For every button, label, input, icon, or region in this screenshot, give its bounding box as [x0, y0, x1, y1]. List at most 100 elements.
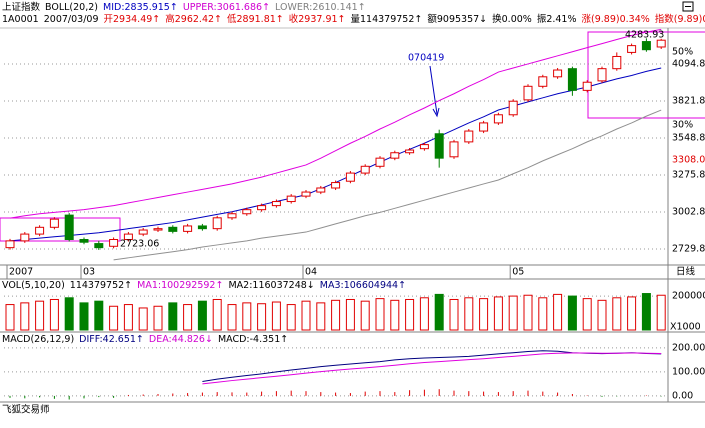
volume-bar [508, 295, 518, 331]
y-tick-label: 200.00 [672, 342, 705, 353]
indicator-header: 上证指数 BOLL(20,2) MID:2835.915↑ UPPER:3061.68… [2, 2, 366, 14]
macd-header: MACD(26,12,9) DIFF:42.651↑ DEA:44.826↓ MACD… [2, 334, 288, 346]
macd-line [202, 352, 662, 385]
candle-body [242, 209, 252, 215]
y2-tick-label: 50% [672, 47, 693, 58]
volume-header: VOL(5,10,20) 114379752↑ MA1:100292592↑ MA2:… [2, 280, 406, 292]
volume-bar [138, 307, 148, 331]
candle-body [271, 201, 281, 207]
candle-body [627, 45, 637, 53]
volume-bar [183, 304, 193, 331]
volume-bar [597, 299, 607, 331]
indicator-line [113, 109, 662, 261]
candle-body [227, 213, 237, 219]
volume-bar [464, 297, 474, 331]
candle-body [345, 172, 355, 182]
candle-body [316, 187, 326, 193]
legend-text: MACD:-4.351↑ [217, 334, 289, 345]
candle-body [405, 149, 415, 154]
volume-bar [345, 298, 355, 331]
volume-bar [316, 302, 326, 331]
volume-bar [582, 298, 592, 331]
candle-body [538, 76, 548, 87]
candle-body [20, 233, 30, 242]
y-tick-label: 3548.8 [672, 132, 705, 143]
candle-body [479, 122, 489, 132]
panel-title: VOL(5,10,20) [2, 280, 65, 291]
volume-bar [153, 305, 163, 331]
candle-body [109, 239, 119, 247]
selection-box [587, 31, 705, 119]
volume-bar [360, 300, 370, 331]
candle-body [523, 85, 533, 101]
candle-body [123, 233, 133, 241]
volume-bar [242, 302, 252, 331]
candle-body [390, 152, 400, 159]
candle-body [597, 68, 607, 82]
legend-text: LOWER:2610.141↑ [275, 2, 366, 13]
volume-bar [567, 295, 577, 331]
candle-body [138, 229, 148, 235]
y-tick-label: 0.00 [672, 390, 693, 401]
candle-body [64, 214, 74, 241]
volume-bar [79, 302, 89, 331]
volume-bar [197, 300, 207, 331]
quote-field: 高2962.42↑ [165, 14, 222, 25]
quote-info: 1A0001 2007/03/09 开2934.49↑ 高2962.42↑ 低2891.… [2, 14, 705, 26]
candle-body [656, 39, 666, 48]
legend-text: MID:2835.915↑ [103, 2, 178, 13]
volume-bar [49, 298, 59, 331]
volume-bar [390, 299, 400, 331]
candle-body [464, 130, 474, 143]
volume-bar [35, 300, 45, 331]
volume-bar [419, 297, 429, 331]
y-tick-label: 3821.8 [672, 95, 705, 106]
candle-body [553, 69, 563, 78]
candle-body [449, 141, 459, 158]
annotation: 4283.93 [625, 30, 664, 41]
volume-bar [257, 303, 267, 331]
volume-bar [301, 300, 311, 331]
candle-body [153, 228, 163, 231]
candle-body [508, 100, 518, 116]
legend-text: DIFF:42.651↑ [79, 334, 144, 345]
x-tick-label: 2007 [9, 267, 33, 278]
x-tick-label: 04 [305, 267, 317, 278]
quote-field: 指数(9.89)0.34% [654, 14, 705, 25]
volume-bar [405, 298, 415, 331]
candle-body [79, 239, 89, 243]
brand: 飞狐交易师 [2, 404, 50, 416]
candle-body [582, 81, 592, 91]
quote-field: 1A0001 [2, 14, 39, 25]
volume-bar [538, 297, 548, 331]
period-label: 日线 [676, 266, 696, 278]
volume-bar [227, 304, 237, 331]
volume-bar [553, 293, 563, 331]
candle-body [94, 243, 104, 249]
quote-field: 收2937.91↑ [288, 14, 346, 25]
candle-body [286, 195, 296, 203]
volume-bar [627, 296, 637, 331]
candle-body [434, 133, 444, 159]
quote-field: 低2891.81↑ [227, 14, 284, 25]
quote-field: 涨(9.89)0.34% [581, 14, 650, 25]
quote-field: 额9095357↓ [427, 14, 488, 25]
window-button[interactable] [682, 1, 694, 12]
annotation-arrow [429, 65, 438, 115]
candle-body [168, 226, 178, 232]
legend-text: 114379752↑ [69, 280, 133, 291]
candle-body [183, 225, 193, 232]
quote-field: 2007/03/09 [43, 14, 99, 25]
annotation: 070419 [408, 53, 444, 64]
candle-body [331, 182, 341, 189]
volume-bar [168, 302, 178, 331]
x-tick-label: 03 [83, 267, 95, 278]
candle-body [257, 205, 267, 211]
volume-bar [109, 305, 119, 331]
volume-bar [612, 297, 622, 331]
unit-label: X1000 [670, 322, 701, 333]
panel-title: MACD(26,12,9) [2, 334, 75, 345]
quote-field: 振2.41% [536, 14, 577, 25]
